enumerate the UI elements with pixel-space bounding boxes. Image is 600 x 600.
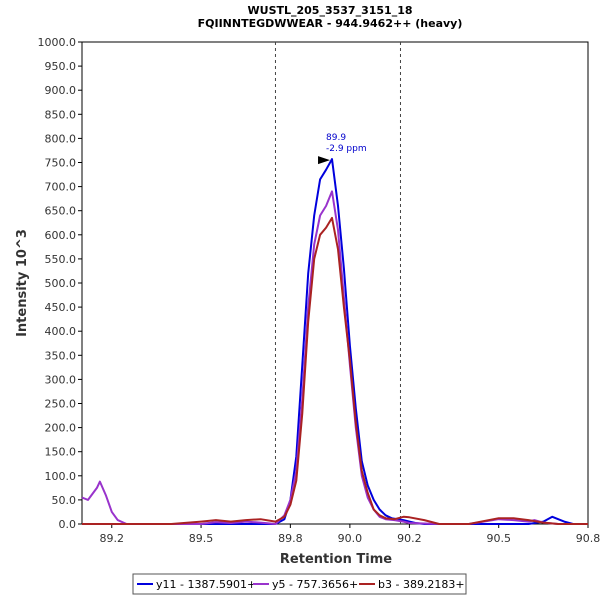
legend-box [132,573,467,595]
y-tick-label: 800.0 [45,132,77,145]
x-axis-title: Retention Time [280,552,392,567]
y-tick-label: 50.0 [52,494,77,507]
y-tick-label: 150.0 [45,446,77,459]
y-tick-label: 850.0 [45,108,77,121]
legend-label-1: y11 - 1387.5901+ [156,578,256,591]
legend-label-2: y5 - 757.3656+ [272,578,358,591]
legend-label-3: b3 - 389.2183+ [378,578,465,591]
peak-annotation-rt: 89.9 [326,133,346,143]
y-tick-label: 750.0 [45,157,77,170]
y-tick-label: 300.0 [45,373,77,386]
chart-title: WUSTL_205_3537_3151_18 [248,4,413,17]
y-tick-label: 100.0 [45,470,77,483]
y-tick-label: 250.0 [45,398,77,411]
plot-area [81,41,589,525]
x-tick-label: 89.8 [278,532,303,545]
y-tick-label: 650.0 [45,205,77,218]
x-tick-label: 89.2 [100,532,125,545]
x-tick-label: 90.5 [486,532,511,545]
series-line-3 [82,216,588,525]
y-tick-label: 0.0 [59,518,77,531]
legend: y11 - 1387.5901+ y5 - 757.3656+ b3 - 389.2… [132,573,467,595]
y-tick-label: 200.0 [45,422,77,435]
y-tick-label: 350.0 [45,349,77,362]
x-tick-label: 90.8 [576,532,600,545]
peak-annotation-ppm: -2.9 ppm [326,144,367,154]
y-tick-label: 500.0 [45,277,77,290]
y-tick-label: 700.0 [45,181,77,194]
y-tick-label: 1000.0 [38,36,77,49]
y-tick-label: 450.0 [45,301,77,314]
peak-marker-arrow [318,156,331,165]
y-tick-label: 950.0 [45,60,77,73]
x-tick-label: 90.0 [338,532,363,545]
y-tick-label: 550.0 [45,253,77,266]
y-tick-label: 400.0 [45,325,77,338]
y-tick-label: 900.0 [45,84,77,97]
y-tick-label: 600.0 [45,229,77,242]
y-axis-title: Intensity 10^3 [15,229,30,337]
x-tick-label: 90.2 [397,532,422,545]
series-line-1 [82,158,588,525]
chart-subtitle: FQIINNTEGDWWEAR - 944.9462++ (heavy) [198,17,463,30]
x-tick-label: 89.5 [189,532,214,545]
